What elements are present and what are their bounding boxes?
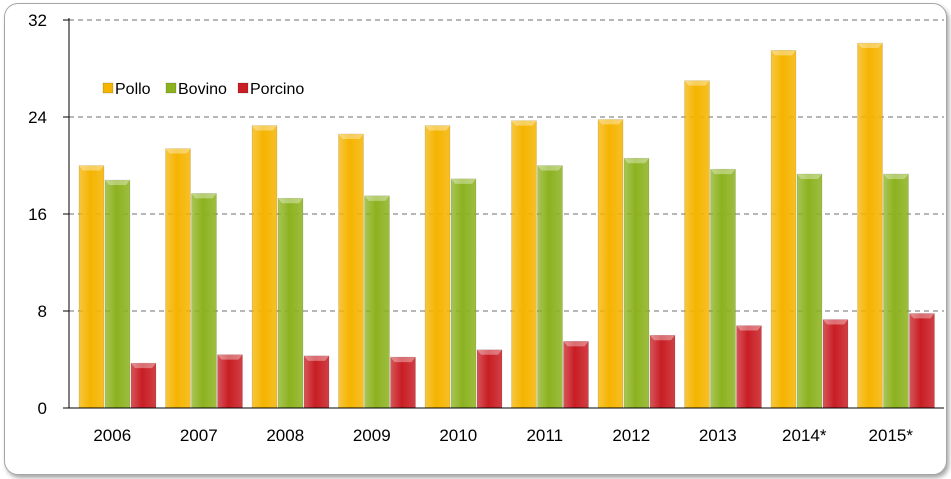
bar-bevel bbox=[477, 349, 502, 355]
bar-bevel bbox=[304, 355, 329, 361]
bar-bevel bbox=[624, 158, 649, 164]
bar-bevel bbox=[217, 354, 243, 360]
bar-pollo-2015* bbox=[857, 42, 883, 409]
bar-bevel bbox=[79, 165, 104, 171]
bar-porcino-2014* bbox=[822, 319, 849, 409]
bar-porcino-2011 bbox=[563, 341, 589, 409]
y-tick-label: 0 bbox=[38, 399, 47, 418]
bar-pollo-2009 bbox=[338, 133, 364, 409]
bar-bevel bbox=[771, 50, 796, 56]
bar-bevel bbox=[511, 120, 537, 126]
bar-porcino-2015* bbox=[909, 313, 935, 409]
legend: Pollo Bovino Porcino bbox=[102, 81, 304, 98]
bar-bevel bbox=[823, 319, 848, 325]
bar-pollo-2007 bbox=[165, 148, 191, 409]
bar-bevel bbox=[105, 180, 130, 186]
bar-bevel bbox=[131, 363, 156, 369]
bar-bevel bbox=[563, 341, 589, 347]
bar-bovino-2014* bbox=[796, 173, 823, 409]
bar-bevel bbox=[684, 80, 710, 86]
bar-porcino-2008 bbox=[303, 355, 330, 409]
bar-bovino-2011 bbox=[537, 165, 563, 409]
bar-bevel bbox=[857, 43, 883, 49]
legend-label-porcino: Porcino bbox=[250, 81, 304, 98]
x-tick-label: 2008 bbox=[266, 426, 304, 445]
x-tick-label: 2007 bbox=[180, 426, 218, 445]
bars bbox=[78, 42, 935, 409]
legend-swatch-pollo bbox=[102, 82, 114, 94]
bar-porcino-2006 bbox=[130, 362, 157, 409]
legend-swatch-porcino bbox=[237, 82, 249, 94]
bar-bevel bbox=[425, 125, 450, 131]
legend-swatch-bovino bbox=[165, 82, 177, 94]
bar-bovino-2006 bbox=[104, 179, 131, 409]
x-tick-label: 2013 bbox=[699, 426, 737, 445]
x-tick-label: 2011 bbox=[526, 426, 563, 445]
bar-bevel bbox=[278, 198, 303, 204]
bar-bevel bbox=[451, 178, 476, 184]
bar-pollo-2006 bbox=[78, 165, 105, 409]
bar-bevel bbox=[736, 325, 762, 331]
bar-bevel bbox=[252, 125, 277, 131]
x-tick-label: 2006 bbox=[93, 426, 131, 445]
bar-bevel bbox=[191, 193, 217, 199]
x-tick-label: 2009 bbox=[353, 426, 391, 445]
bar-bovino-2008 bbox=[277, 197, 304, 409]
bar-bevel bbox=[797, 173, 822, 179]
bar-porcino-2007 bbox=[217, 354, 243, 409]
y-tick-label: 24 bbox=[28, 108, 47, 127]
x-tick-label: 2010 bbox=[439, 426, 477, 445]
bar-bovino-2010 bbox=[450, 178, 477, 409]
x-tick-label: 2014* bbox=[782, 426, 827, 445]
bar-bovino-2015* bbox=[883, 173, 909, 409]
y-tick-label: 8 bbox=[38, 302, 47, 321]
bar-pollo-2008 bbox=[251, 125, 278, 409]
bar-pollo-2011 bbox=[511, 120, 537, 409]
bar-bevel bbox=[710, 169, 736, 175]
bar-pollo-2014* bbox=[770, 50, 797, 409]
bar-bevel bbox=[165, 148, 191, 154]
bar-bevel bbox=[650, 335, 675, 341]
bar-porcino-2012 bbox=[649, 334, 676, 409]
axes: 0 8 16 24 32 2006 2007 2008 2009 2010 2011 2012 2013… bbox=[28, 11, 944, 445]
legend-label-pollo: Pollo bbox=[115, 81, 151, 98]
bar-porcino-2013 bbox=[736, 325, 762, 409]
bar-porcino-2010 bbox=[476, 349, 503, 409]
bar-bovino-2007 bbox=[191, 193, 217, 409]
y-tick-label: 32 bbox=[28, 11, 47, 30]
bar-bevel bbox=[883, 173, 909, 179]
bar-bevel bbox=[537, 165, 563, 171]
bar-bevel bbox=[364, 195, 390, 201]
bar-pollo-2013 bbox=[684, 80, 710, 409]
bar-bevel bbox=[338, 133, 364, 139]
bar-bevel bbox=[598, 119, 623, 125]
bar-pollo-2012 bbox=[597, 119, 624, 409]
bar-porcino-2009 bbox=[390, 356, 416, 409]
legend-label-bovino: Bovino bbox=[178, 81, 227, 98]
bar-pollo-2010 bbox=[424, 125, 451, 409]
bar-bevel bbox=[390, 357, 416, 363]
bar-bovino-2012 bbox=[623, 157, 650, 409]
x-tick-label: 2012 bbox=[612, 426, 650, 445]
bar-bovino-2009 bbox=[364, 195, 390, 409]
x-tick-label: 2015* bbox=[869, 426, 914, 445]
y-tick-label: 16 bbox=[28, 205, 47, 224]
bar-bevel bbox=[909, 313, 935, 319]
bar-bovino-2013 bbox=[710, 168, 736, 409]
